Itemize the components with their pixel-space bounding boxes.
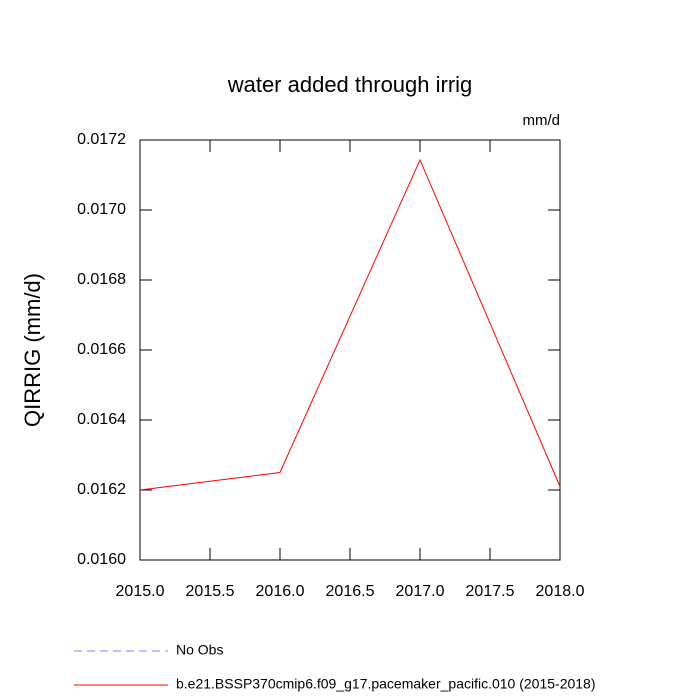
y-tick-label: 0.0172	[77, 131, 126, 148]
x-tick-label: 2015.0	[116, 583, 165, 600]
y-tick-label: 0.0170	[77, 201, 126, 218]
y-tick-label: 0.0164	[77, 411, 126, 428]
data-line	[139, 158, 561, 491]
legend-label: No Obs	[176, 642, 223, 658]
x-tick-label: 2016.0	[256, 583, 305, 600]
x-tick-label: 2017.0	[396, 583, 445, 600]
plot-frame	[139, 139, 561, 561]
x-tick-label: 2015.5	[186, 583, 235, 600]
chart-title: water added through irrig	[227, 72, 473, 97]
x-tick-label: 2018.0	[536, 583, 585, 600]
legend-label: b.e21.BSSP370cmip6.f09_g17.pacemaker_pac…	[176, 676, 596, 692]
y-tick-label: 0.0166	[77, 341, 126, 358]
y-tick-label: 0.0168	[77, 271, 126, 288]
x-tick-label: 2017.5	[466, 583, 515, 600]
y-tick-label: 0.0160	[77, 551, 126, 568]
y-tick-label: 0.0162	[77, 481, 126, 498]
y-axis-label: QIRRIG (mm/d)	[20, 273, 45, 427]
x-tick-label: 2016.5	[326, 583, 375, 600]
units-label: mm/d	[523, 112, 561, 129]
